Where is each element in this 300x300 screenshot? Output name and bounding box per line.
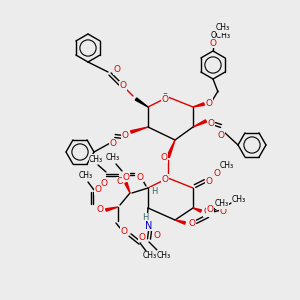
Text: O: O xyxy=(100,178,107,188)
Polygon shape xyxy=(135,98,148,107)
Polygon shape xyxy=(106,207,118,211)
Text: O: O xyxy=(206,98,212,107)
Text: O: O xyxy=(161,94,169,103)
Text: O: O xyxy=(122,131,128,140)
Text: O: O xyxy=(188,220,196,229)
Text: CH₃: CH₃ xyxy=(157,250,171,260)
Text: O: O xyxy=(154,230,160,239)
Text: O: O xyxy=(220,208,226,217)
Text: O: O xyxy=(122,172,130,182)
Text: O: O xyxy=(206,206,214,214)
Text: H: H xyxy=(142,214,148,223)
Text: O: O xyxy=(161,94,169,103)
Text: O: O xyxy=(121,226,128,236)
Text: O: O xyxy=(206,176,212,185)
Text: O: O xyxy=(208,118,214,127)
Text: OCH₃: OCH₃ xyxy=(211,31,231,40)
Polygon shape xyxy=(130,127,148,133)
Polygon shape xyxy=(167,140,175,158)
Text: O: O xyxy=(203,208,211,217)
Text: O: O xyxy=(136,172,143,182)
Text: O: O xyxy=(209,38,217,47)
Text: CH₃: CH₃ xyxy=(143,251,157,260)
Text: O: O xyxy=(97,206,104,214)
Text: O: O xyxy=(160,154,167,163)
Text: CH₃: CH₃ xyxy=(79,172,93,181)
Polygon shape xyxy=(193,120,206,127)
Polygon shape xyxy=(125,182,130,193)
Text: CH₃: CH₃ xyxy=(220,161,234,170)
Text: O: O xyxy=(113,65,121,74)
Polygon shape xyxy=(175,220,185,224)
Text: N: N xyxy=(145,221,153,231)
Text: O: O xyxy=(139,232,145,242)
Polygon shape xyxy=(193,208,201,212)
Text: O: O xyxy=(110,140,116,148)
Text: CH₃: CH₃ xyxy=(232,196,246,205)
Polygon shape xyxy=(193,103,204,107)
Text: CH₃: CH₃ xyxy=(106,154,120,163)
Text: CH₃: CH₃ xyxy=(215,200,229,208)
Text: CH₃: CH₃ xyxy=(216,23,230,32)
Text: O: O xyxy=(214,169,220,178)
Text: O: O xyxy=(119,82,127,91)
Text: O: O xyxy=(161,175,169,184)
Text: CH₃: CH₃ xyxy=(89,154,103,164)
Text: O: O xyxy=(161,176,169,184)
Text: O: O xyxy=(218,130,224,140)
Text: O: O xyxy=(209,38,217,47)
Text: H: H xyxy=(151,188,157,196)
Text: O: O xyxy=(94,185,101,194)
Text: O: O xyxy=(116,178,124,187)
